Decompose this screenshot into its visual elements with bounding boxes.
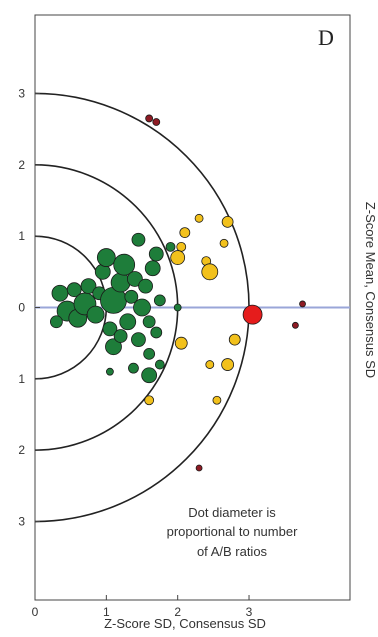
data-point-yellow (176, 241, 187, 252)
data-point-green (119, 313, 137, 331)
data-point-green (51, 284, 69, 302)
data-point-yellow (170, 250, 186, 265)
y-tick-label: 2 (18, 158, 25, 172)
data-point-green (105, 338, 122, 356)
annotation-line-2: proportional to number (167, 524, 298, 539)
data-point-green (143, 347, 156, 360)
annotation-line-1: Dot diameter is (188, 505, 276, 520)
data-point-darkred (195, 464, 203, 472)
data-point-green (113, 253, 136, 276)
x-tick-labels: 0 1 2 3 (32, 595, 253, 619)
data-point-green (131, 232, 146, 247)
data-point-green (66, 282, 82, 298)
data-point-yellow (201, 263, 219, 281)
y-tick-label: 1 (18, 229, 25, 243)
data-point-yellow (219, 238, 229, 248)
data-point-green (80, 278, 97, 294)
data-point-yellow (221, 358, 235, 371)
data-point-green (50, 315, 63, 329)
data-point-green (142, 315, 156, 329)
y-axis-label: Z-Score Mean, Consensus SD (363, 202, 378, 378)
data-point-green (131, 332, 146, 348)
x-tick-label: 1 (103, 605, 110, 619)
x-axis-label: Z-Score SD, Consensus SD (104, 616, 266, 631)
data-point-green (126, 271, 143, 287)
data-point-green (133, 298, 151, 317)
data-point-green (106, 367, 114, 376)
data-point-green (128, 362, 139, 374)
data-point-green (141, 367, 158, 384)
data-point-red (242, 304, 263, 325)
y-tick-labels: 3 2 1 0 1 2 3 (18, 86, 40, 529)
data-point-yellow (228, 333, 241, 346)
data-point-darkred (299, 300, 306, 308)
x-tick-label: 2 (174, 605, 181, 619)
data-point-yellow (179, 227, 191, 238)
y-tick-label: 0 (18, 301, 25, 315)
y-tick-label: 3 (18, 515, 25, 529)
y-tick-label: 1 (18, 372, 25, 386)
annotation-line-3: of A/B ratios (197, 544, 268, 559)
data-point-green (144, 260, 161, 277)
data-point-darkred (152, 118, 161, 126)
data-point-green (153, 294, 166, 307)
data-point-yellow (212, 395, 222, 405)
y-tick-label: 2 (18, 443, 25, 457)
data-point-yellow (174, 336, 188, 350)
data-point-green (113, 329, 128, 343)
x-tick-label: 3 (246, 605, 253, 619)
data-point-green (165, 241, 176, 252)
data-point-green (124, 289, 139, 304)
data-point-green (102, 321, 118, 337)
panel-letter: D (318, 25, 334, 50)
data-point-green (173, 303, 182, 312)
data-point-green (86, 305, 105, 324)
data-point-darkred (145, 114, 154, 123)
data-point-yellow (194, 213, 204, 223)
data-point-green (138, 278, 153, 294)
data-point-darkred (291, 321, 299, 329)
y-tick-label: 3 (18, 86, 25, 100)
x-tick-label: 0 (32, 605, 39, 619)
data-point-green (110, 272, 131, 293)
data-point-green (96, 248, 116, 267)
data-point-yellow (205, 360, 215, 369)
data-point-green (154, 359, 165, 370)
data-point-yellow (221, 215, 234, 228)
data-point-yellow (144, 395, 155, 406)
data-point-green (150, 326, 163, 339)
data-point-green (148, 246, 164, 262)
data-points (50, 114, 306, 472)
